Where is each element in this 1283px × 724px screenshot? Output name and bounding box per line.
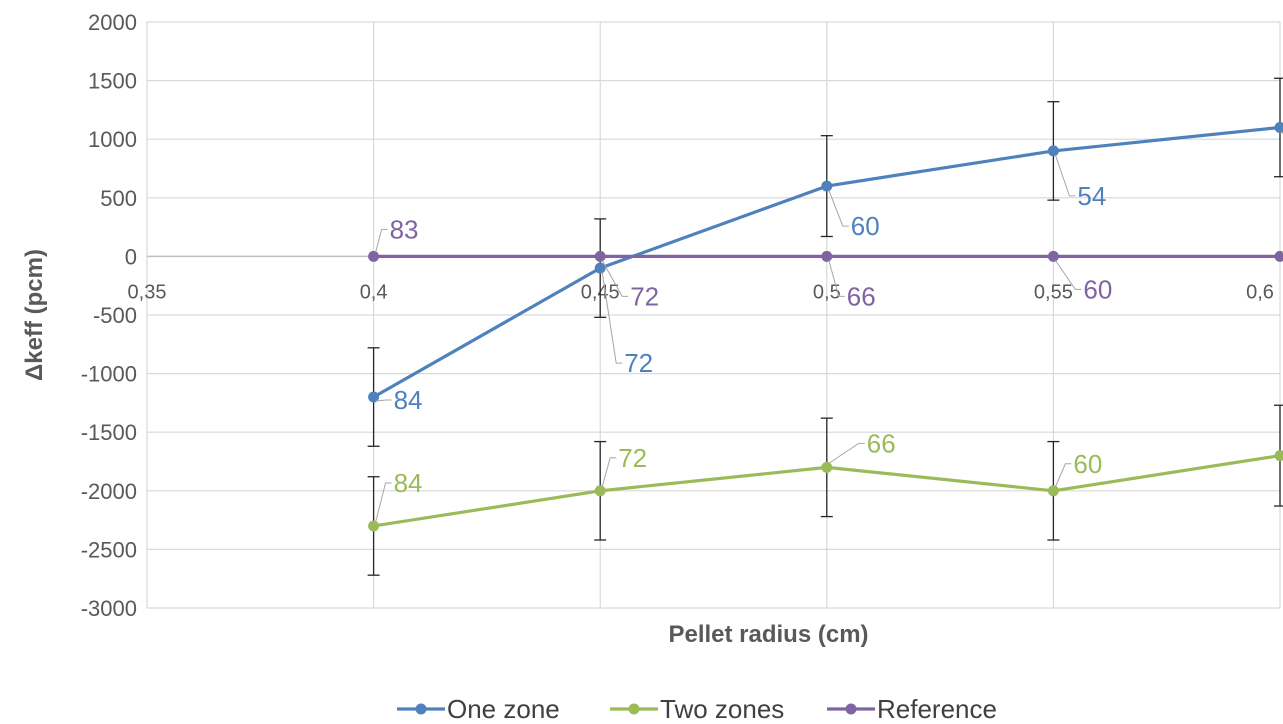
series-lines (368, 121, 1283, 532)
y-axis-ticks: 2000 1500 1000 500 0 -500 -1000 -1500 -2000 -2500… (81, 10, 137, 621)
y-tick-label: -2000 (81, 479, 137, 504)
data-point (1047, 485, 1059, 497)
data-point (594, 485, 606, 497)
data-point (368, 250, 380, 262)
data-point (1047, 145, 1059, 157)
y-axis-title: Δkeff (pcm) (21, 249, 48, 381)
data-label: 60 (1073, 449, 1102, 479)
data-label: 66 (847, 281, 876, 311)
label-leader (601, 260, 629, 297)
data-point (1274, 250, 1283, 262)
data-point (1274, 121, 1283, 133)
data-label: 66 (867, 428, 896, 458)
error-bars (367, 77, 1283, 576)
data-labels: 847260544884726660548372666056 (390, 181, 1113, 498)
legend-marker (628, 703, 640, 715)
data-label: 72 (624, 348, 653, 378)
data-point (594, 262, 606, 274)
label-leader (601, 272, 623, 364)
label-leader (375, 482, 392, 523)
label-leader (828, 260, 845, 297)
x-tick-label: 0,5 (813, 281, 841, 303)
legend-label: One zone (447, 694, 560, 724)
data-label: 60 (851, 211, 880, 241)
data-label: 84 (394, 385, 423, 415)
label-leader (1054, 154, 1076, 197)
legend-marker (415, 703, 427, 715)
data-label: 72 (618, 443, 647, 473)
legend-item: Two zones (610, 694, 784, 724)
data-point (821, 461, 833, 473)
label-leader (1054, 463, 1072, 487)
data-point (594, 250, 606, 262)
data-label: 72 (630, 281, 659, 311)
x-tick-label: 0,35 (128, 281, 167, 303)
y-tick-label: -1500 (81, 420, 137, 445)
data-label: 60 (1083, 274, 1112, 304)
data-label: 54 (1077, 181, 1106, 211)
data-point (1274, 450, 1283, 462)
label-leaders (375, 131, 1283, 523)
legend-label: Reference (877, 694, 997, 724)
legend-marker (845, 703, 857, 715)
x-axis-title: Pellet radius (cm) (668, 621, 868, 648)
x-tick-label: 0,6 (1246, 281, 1274, 303)
data-point (368, 520, 380, 532)
legend-label: Two zones (660, 694, 784, 724)
y-tick-label: 1000 (88, 127, 137, 152)
label-leader (828, 189, 849, 227)
y-tick-label: -3000 (81, 596, 137, 621)
y-tick-label: 500 (100, 186, 137, 211)
y-tick-label: -2500 (81, 537, 137, 562)
data-point (821, 250, 833, 262)
data-label: 84 (394, 468, 423, 498)
label-leader (601, 457, 617, 487)
data-point (368, 391, 380, 403)
data-point (1047, 250, 1059, 262)
y-tick-label: 0 (125, 244, 137, 269)
legend: One zone Two zones Reference (397, 694, 997, 724)
label-leader (1054, 260, 1082, 290)
y-tick-label: -1000 (81, 362, 137, 387)
data-point (821, 180, 833, 192)
x-tick-label: 0,55 (1034, 281, 1073, 303)
label-leader (828, 442, 865, 464)
y-tick-label: 1500 (88, 69, 137, 94)
legend-item: Reference (827, 694, 997, 724)
label-leader (375, 399, 392, 402)
label-leader (375, 228, 388, 253)
x-tick-label: 0,4 (360, 281, 388, 303)
legend-item: One zone (397, 694, 560, 724)
y-tick-label: -500 (93, 303, 137, 328)
y-tick-label: 2000 (88, 10, 137, 35)
data-label: 83 (390, 214, 419, 244)
gridlines (146, 21, 1281, 609)
